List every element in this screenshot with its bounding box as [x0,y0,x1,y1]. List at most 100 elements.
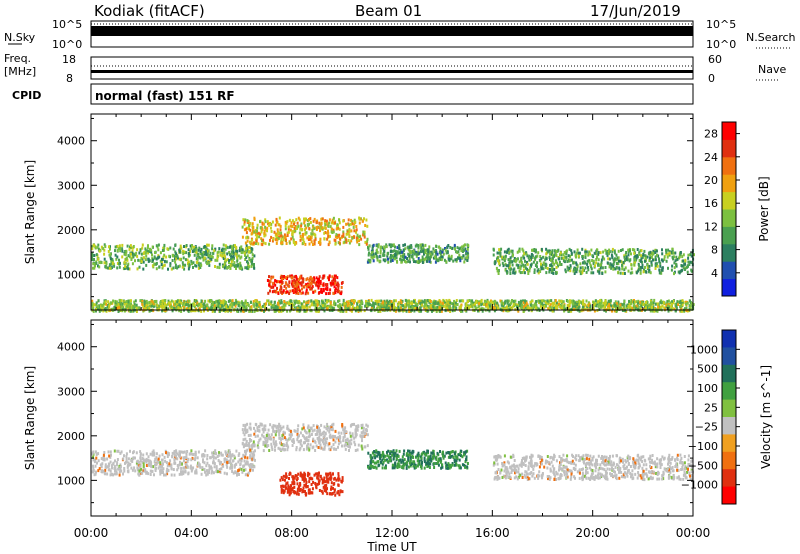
scatter-cell [624,258,626,262]
scatter-cell [92,262,95,266]
scatter-cell [309,217,312,221]
scatter-cell [231,255,234,259]
scatter-cell [408,254,411,258]
scatter-cell [367,258,370,262]
scatter-cell [363,217,365,221]
scatter-cell [604,270,607,274]
scatter-cell [595,258,598,261]
scatter-cell [354,220,357,224]
scatter-cell [249,450,251,454]
scatter-cell [539,299,542,303]
scatter-cell [180,301,183,305]
scatter-cell [312,219,315,223]
scatter-cell [551,261,554,265]
scatter-cell [118,298,121,302]
scatter-cell [327,243,330,247]
scatter-cell [246,265,249,269]
scatter-cell [135,251,138,255]
scatter-cell [557,248,560,252]
scatter-cell [176,300,179,304]
scatter-cell [485,300,488,304]
scatter-cell [390,254,393,258]
scatter-cell [606,253,609,257]
scatter-cell [342,298,345,302]
scatter-cell [342,225,345,229]
scatter-cell [104,265,107,269]
scatter-cell [438,245,441,249]
scatter-cell [297,287,300,291]
scatter-cell [229,303,232,307]
scatter-cell [352,301,355,305]
scatter-cell [569,264,572,268]
scatter-cell [423,258,426,262]
scatter-cell [672,301,675,305]
scatter-cell [454,258,457,262]
scatter-cell [648,264,651,268]
scatter-cell [331,279,334,283]
scatter-cell [643,249,646,253]
scatter-cell [598,268,601,272]
scatter-cell [125,302,128,306]
scatter-cell [596,255,599,259]
scatter-cell [556,304,558,308]
scatter-cell [158,464,161,468]
scatter-cell [244,473,247,477]
station-title: Kodiak (fitACF) [94,2,205,20]
scatter-cell [609,299,612,303]
scatter-cell [149,247,151,251]
scatter-cell [562,256,565,260]
scatter-cell [438,303,441,307]
scatter-cell [660,268,663,272]
scatter-cell [504,268,507,272]
scatter-cell [145,299,148,303]
scatter-cell [172,468,175,471]
scatter-cell [234,264,237,268]
scatter-cell [372,301,375,305]
scatter-cell [678,301,681,304]
scatter-cell [625,257,628,261]
scatter-cell [226,252,229,256]
scatter-cell [109,455,112,459]
scatter-cell [304,224,307,228]
scatter-cell [171,259,174,262]
scatter-cell [272,303,275,307]
scatter-cell [445,260,448,264]
scatter-cell [456,246,459,250]
scatter-cell [128,463,131,467]
scatter-cell [477,309,479,313]
scatter-cell [517,300,520,304]
scatter-cell [245,249,248,253]
scatter-cell [181,304,184,307]
scatter-cell [97,264,99,268]
scatter-cell [117,247,120,250]
scatter-cell [291,231,294,235]
scatter-cell [604,299,607,303]
scatter-cell [304,292,307,296]
scatter-cell [216,265,219,269]
scatter-cell [276,228,279,232]
scatter-cell [500,299,503,303]
scatter-cell [136,267,139,271]
scatter-cell [452,259,455,263]
scatter-cell [420,258,423,262]
scatter-cell [645,300,647,304]
scatter-cell [253,304,256,308]
scatter-cell [575,270,578,274]
scatter-cell [135,310,138,313]
scatter-cell [91,299,94,303]
scatter-cell [648,268,651,272]
scatter-cell [263,305,266,309]
scatter-cell [92,309,95,313]
scatter-cell [206,249,209,253]
scatter-cell [327,292,330,295]
scatter-cell [558,302,560,306]
scatter-cell [657,254,660,258]
scatter-cell [584,248,587,252]
scatter-cell [318,275,321,279]
scatter-cell [269,238,271,242]
scatter-cell [542,267,545,271]
scatter-cell [639,306,642,310]
scatter-cell [639,271,642,275]
scatter-cell [284,227,287,231]
scatter-cell [582,299,585,303]
